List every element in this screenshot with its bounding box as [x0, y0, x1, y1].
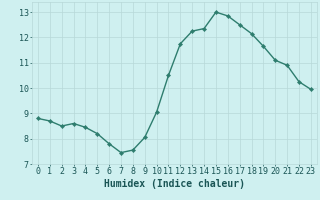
X-axis label: Humidex (Indice chaleur): Humidex (Indice chaleur)	[104, 179, 245, 189]
